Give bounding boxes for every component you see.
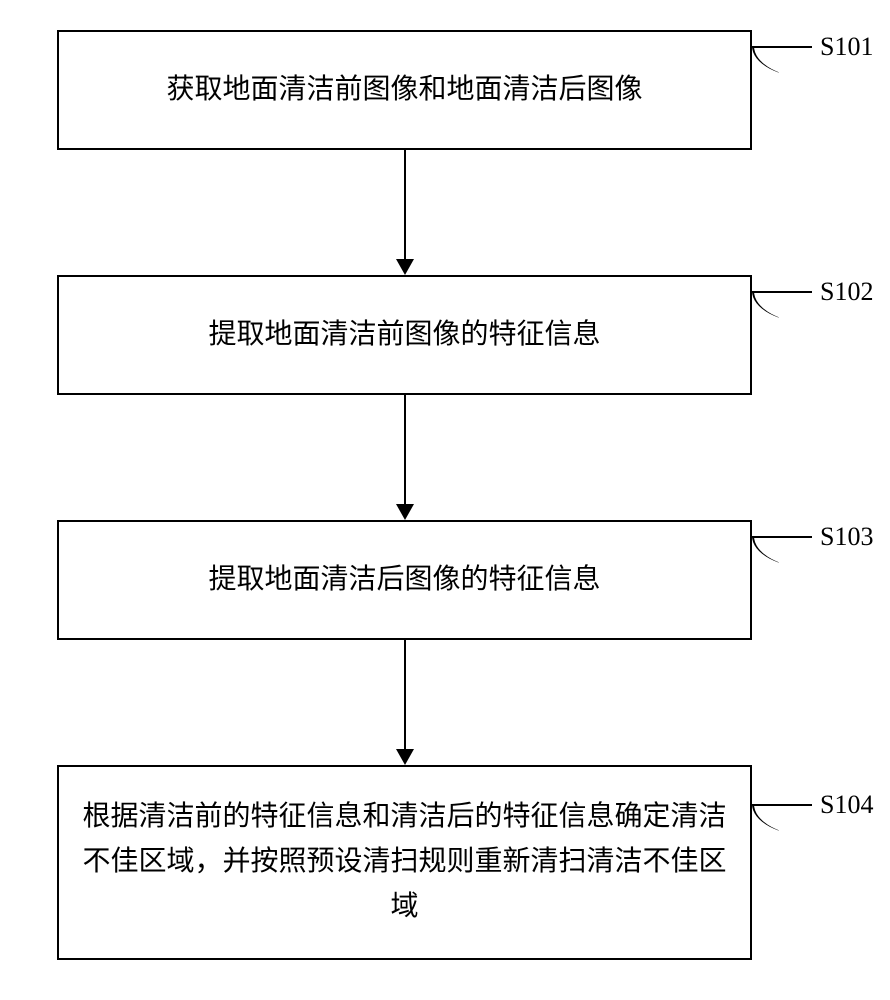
- callout-curve: [752, 291, 812, 323]
- callout-curve: [752, 536, 812, 568]
- flowchart-node: 提取地面清洁后图像的特征信息: [57, 520, 752, 640]
- node-text: 根据清洁前的特征信息和清洁后的特征信息确定清洁不佳区域，并按照预设清扫规则重新清…: [79, 795, 730, 929]
- step-label: S104: [820, 790, 873, 820]
- arrow-head-icon: [396, 259, 414, 275]
- node-text: 获取地面清洁前图像和地面清洁后图像: [166, 68, 642, 113]
- callout-curve: [752, 46, 812, 78]
- flowchart-node: 根据清洁前的特征信息和清洁后的特征信息确定清洁不佳区域，并按照预设清扫规则重新清…: [57, 765, 752, 960]
- step-label-text: S104: [820, 790, 873, 819]
- flowchart-node: 提取地面清洁前图像的特征信息: [57, 275, 752, 395]
- node-text: 提取地面清洁前图像的特征信息: [208, 313, 600, 358]
- arrow-line: [404, 640, 406, 751]
- arrow-line: [404, 150, 406, 261]
- step-label-text: S103: [820, 522, 873, 551]
- flowchart-container: 获取地面清洁前图像和地面清洁后图像 提取地面清洁前图像的特征信息 提取地面清洁后…: [0, 0, 890, 1000]
- step-label: S102: [820, 277, 873, 307]
- step-label: S101: [820, 32, 873, 62]
- arrow-line: [404, 395, 406, 506]
- node-text: 提取地面清洁后图像的特征信息: [208, 558, 600, 603]
- step-label-text: S102: [820, 277, 873, 306]
- callout-curve: [752, 804, 812, 836]
- step-label-text: S101: [820, 32, 873, 61]
- arrow-head-icon: [396, 504, 414, 520]
- arrow-head-icon: [396, 749, 414, 765]
- flowchart-node: 获取地面清洁前图像和地面清洁后图像: [57, 30, 752, 150]
- step-label: S103: [820, 522, 873, 552]
